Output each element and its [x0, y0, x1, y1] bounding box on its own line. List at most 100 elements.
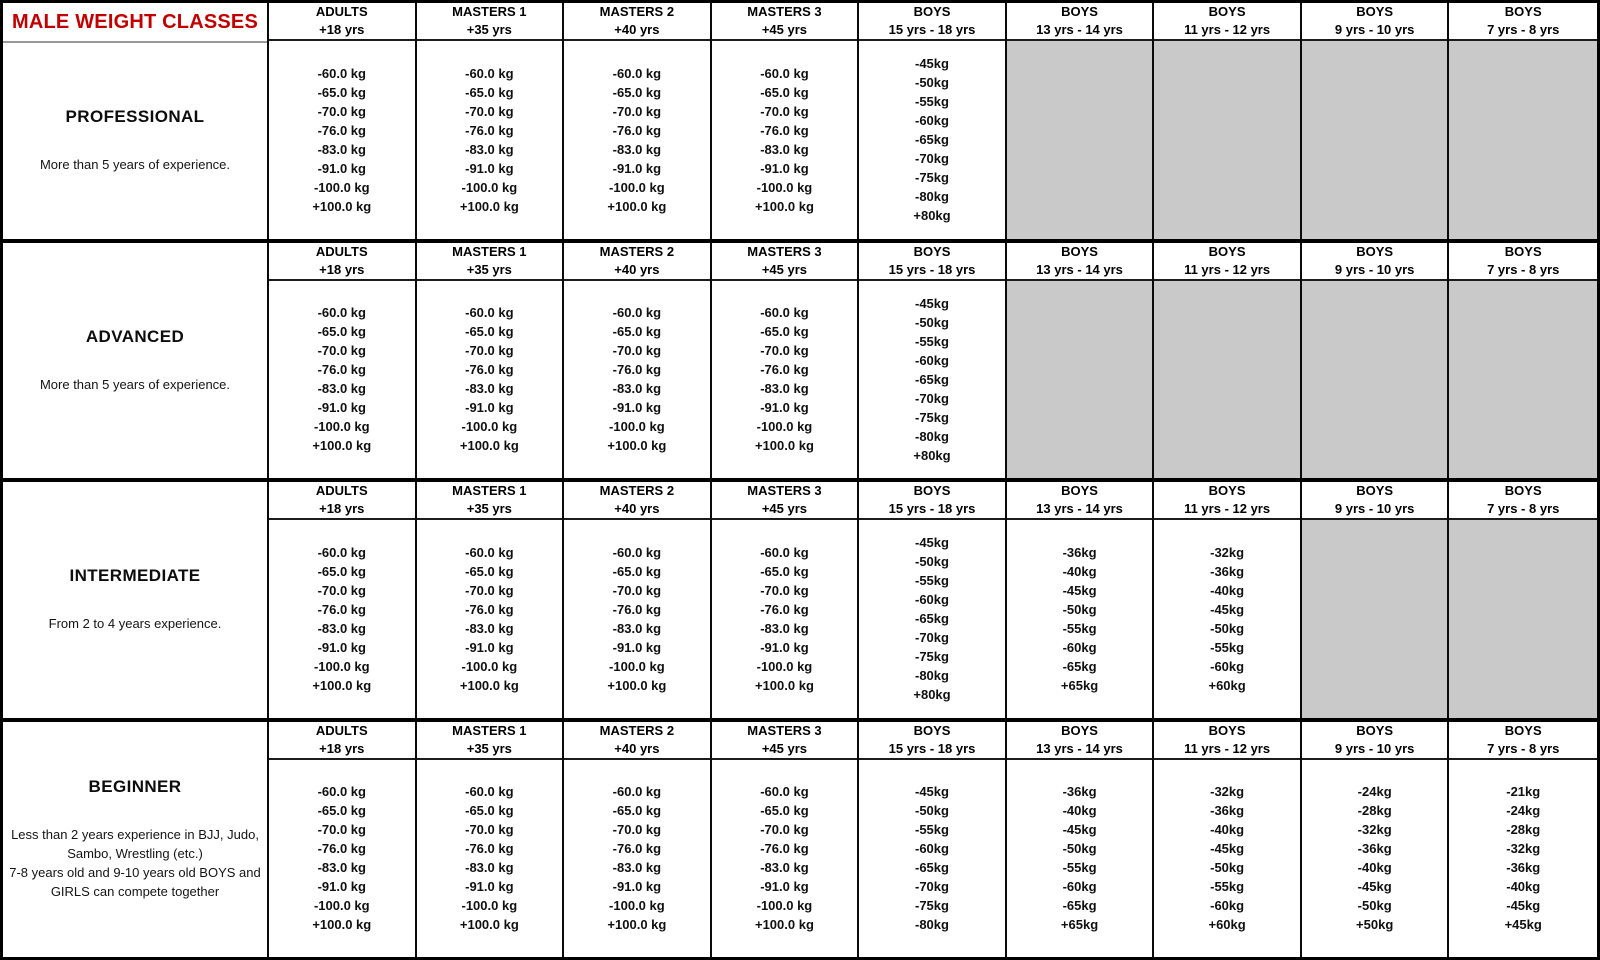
section-description: More than 5 years of experience. — [40, 155, 230, 174]
weight-list: -60.0 kg -65.0 kg -70.0 kg -76.0 kg -83.0 kg… — [564, 520, 710, 718]
weight-class-value: -60.0 kg — [465, 65, 514, 81]
column-header-adults-18-yrs: ADULTS +18 yrs — [269, 721, 415, 760]
weight-class-value: -91.0 kg — [612, 879, 662, 895]
column-header-boys-9-yrs-10-yrs: BOYS 9 yrs - 10 yrs — [1301, 482, 1448, 520]
weight-class-value: -36kg — [1062, 544, 1097, 560]
weight-class-value: -24kg — [1357, 784, 1392, 800]
age-range-label: +35 yrs — [466, 261, 512, 277]
weight-class-value: -75kg — [915, 649, 949, 665]
age-columns-professional: ADULTS +18 yrs -60.0 kg -65.0 kg -70.0 kg -76… — [269, 3, 1597, 239]
column-boys-11-yrs-12-yrs: BOYS 11 yrs - 12 yrs — [1154, 242, 1302, 478]
weight-class-value: -32kg — [1210, 784, 1245, 800]
column-header-boys-7-yrs-8-yrs: BOYS 7 yrs - 8 yrs — [1449, 482, 1597, 520]
section-professional: MALE WEIGHT CLASSES PROFESSIONAL More than… — [3, 3, 1597, 239]
column-header-masters-3-45-yrs: MASTERS 3 +45 yrs — [711, 3, 858, 41]
disabled-cell — [1154, 280, 1300, 478]
label-column-professional: MALE WEIGHT CLASSES PROFESSIONAL More than… — [3, 3, 269, 239]
weight-class-value: -65.0 kg — [760, 563, 809, 579]
table-title-cell: MALE WEIGHT CLASSES — [3, 3, 267, 43]
age-range-label: +45 yrs — [761, 740, 808, 756]
weight-class-value: +60kg — [1208, 917, 1246, 933]
weight-class-value: -65kg — [915, 371, 949, 387]
weight-class-value: -40kg — [1062, 563, 1097, 579]
column-header-boys-7-yrs-8-yrs: BOYS 7 yrs - 8 yrs — [1449, 242, 1597, 281]
weight-class-value: -70.0 kg — [317, 582, 366, 598]
disabled-cell — [1449, 41, 1597, 239]
weight-class-value: -100.0 kg — [461, 419, 518, 435]
age-range-label: 7 yrs - 8 yrs — [1487, 261, 1560, 277]
weight-list: -45kg -50kg -55kg -60kg -65kg -70kg -75kg -80kg… — [859, 520, 1005, 718]
age-range-label: 13 yrs - 14 yrs — [1036, 261, 1123, 277]
weight-class-value: -83.0 kg — [612, 141, 662, 157]
column-masters-3-45-yrs: MASTERS 3 +45 yrs -60.0 kg -65.0 kg -70.0 kg… — [711, 721, 860, 957]
weight-class-value: -83.0 kg — [317, 620, 366, 636]
age-group-label: MASTERS 2 — [599, 483, 675, 498]
weight-list: -60.0 kg -65.0 kg -70.0 kg -76.0 kg -83.0 kg… — [564, 41, 710, 239]
weight-class-value: -100.0 kg — [313, 419, 370, 435]
section-label-beginner: BEGINNER Less than 2 years experience in … — [3, 722, 267, 958]
weight-class-value: -100.0 kg — [313, 658, 370, 674]
weight-class-value: +100.0 kg — [459, 917, 519, 933]
weight-class-value: -76.0 kg — [317, 601, 366, 617]
weight-class-value: -60.0 kg — [465, 305, 514, 321]
weight-list: -60.0 kg -65.0 kg -70.0 kg -76.0 kg -83.0 kg… — [269, 520, 415, 718]
weight-class-value: -45kg — [1506, 898, 1541, 914]
weight-class-value: +100.0 kg — [312, 917, 372, 933]
section-description-line: From 2 to 4 years experience. — [48, 616, 222, 632]
weight-class-value: -70.0 kg — [612, 582, 662, 598]
weight-class-value: +80kg — [913, 447, 951, 463]
weight-list: -32kg -36kg -40kg -45kg -50kg -55kg -60kg +60kg — [1154, 760, 1300, 958]
age-group-label: BOYS — [1356, 483, 1394, 498]
weight-list: -60.0 kg -65.0 kg -70.0 kg -76.0 kg -83.0 kg… — [712, 520, 858, 718]
weight-class-value: +80kg — [913, 208, 951, 224]
weight-class-value: -70.0 kg — [760, 822, 809, 838]
weight-class-value: +100.0 kg — [607, 677, 667, 693]
column-header-boys-11-yrs-12-yrs: BOYS 11 yrs - 12 yrs — [1154, 242, 1300, 281]
weight-class-value: -100.0 kg — [756, 419, 813, 435]
weight-class-value: -65.0 kg — [317, 324, 366, 340]
weight-class-value: -60kg — [915, 352, 949, 368]
age-range-label: 15 yrs - 18 yrs — [888, 501, 976, 516]
weight-class-value: -91.0 kg — [465, 400, 514, 416]
age-group-label: BOYS — [1208, 4, 1246, 19]
column-masters-1-35-yrs: MASTERS 1 +35 yrs -60.0 kg -65.0 kg -70.0 kg… — [416, 3, 565, 239]
column-header-adults-18-yrs: ADULTS +18 yrs — [269, 3, 415, 41]
age-group-label: BOYS — [913, 722, 951, 738]
weight-class-value: -83.0 kg — [465, 381, 514, 397]
weight-class-value: -36kg — [1210, 563, 1245, 579]
weight-class-value: -55kg — [1210, 879, 1245, 895]
weight-class-value: -45kg — [1062, 582, 1097, 598]
age-range-label: 7 yrs - 8 yrs — [1487, 501, 1560, 516]
column-masters-2-40-yrs: MASTERS 2 +40 yrs -60.0 kg -65.0 kg -70.0 kg… — [564, 482, 712, 718]
weight-class-value: -70.0 kg — [317, 343, 366, 359]
weight-class-value: -65.0 kg — [760, 803, 809, 819]
weight-class-value: -45kg — [1062, 822, 1097, 838]
weight-class-value: -65.0 kg — [612, 84, 662, 100]
age-group-label: MASTERS 1 — [452, 722, 527, 738]
weight-class-value: -91.0 kg — [760, 879, 809, 895]
weight-list: -45kg -50kg -55kg -60kg -65kg -70kg -75kg -80kg — [859, 760, 1005, 958]
weight-class-value: -65.0 kg — [465, 84, 514, 100]
column-masters-2-40-yrs: MASTERS 2 +40 yrs -60.0 kg -65.0 kg -70.0 kg… — [564, 721, 712, 957]
age-range-label: +45 yrs — [761, 501, 808, 516]
age-group-label: BOYS — [1356, 722, 1394, 738]
weight-class-value: -65.0 kg — [317, 803, 366, 819]
age-group-label: BOYS — [1504, 243, 1542, 259]
column-boys-9-yrs-10-yrs: BOYS 9 yrs - 10 yrs — [1301, 482, 1450, 718]
section-beginner: BEGINNER Less than 2 years experience in … — [3, 717, 1597, 958]
weight-class-value: -83.0 kg — [317, 860, 366, 876]
weight-class-value: -60kg — [1062, 639, 1097, 655]
weight-class-value: -83.0 kg — [317, 141, 366, 157]
weight-class-value: -65.0 kg — [760, 84, 809, 100]
disabled-cell — [1449, 520, 1597, 718]
weight-class-value: +100.0 kg — [312, 438, 372, 454]
weight-class-value: -36kg — [1357, 841, 1392, 857]
weight-list: -45kg -50kg -55kg -60kg -65kg -70kg -75kg -80kg… — [859, 41, 1005, 239]
weight-list: -36kg -40kg -45kg -50kg -55kg -60kg -65kg +65kg — [1007, 760, 1153, 958]
weight-class-value: -70.0 kg — [612, 343, 662, 359]
section-advanced: ADVANCED More than 5 years of experience.… — [3, 238, 1597, 479]
age-range-label: 7 yrs - 8 yrs — [1487, 740, 1560, 756]
column-adults-18-yrs: ADULTS +18 yrs -60.0 kg -65.0 kg -70.0 kg -76… — [269, 242, 417, 478]
section-label-advanced: ADVANCED More than 5 years of experience. — [3, 243, 267, 479]
weight-class-value: -100.0 kg — [461, 658, 518, 674]
